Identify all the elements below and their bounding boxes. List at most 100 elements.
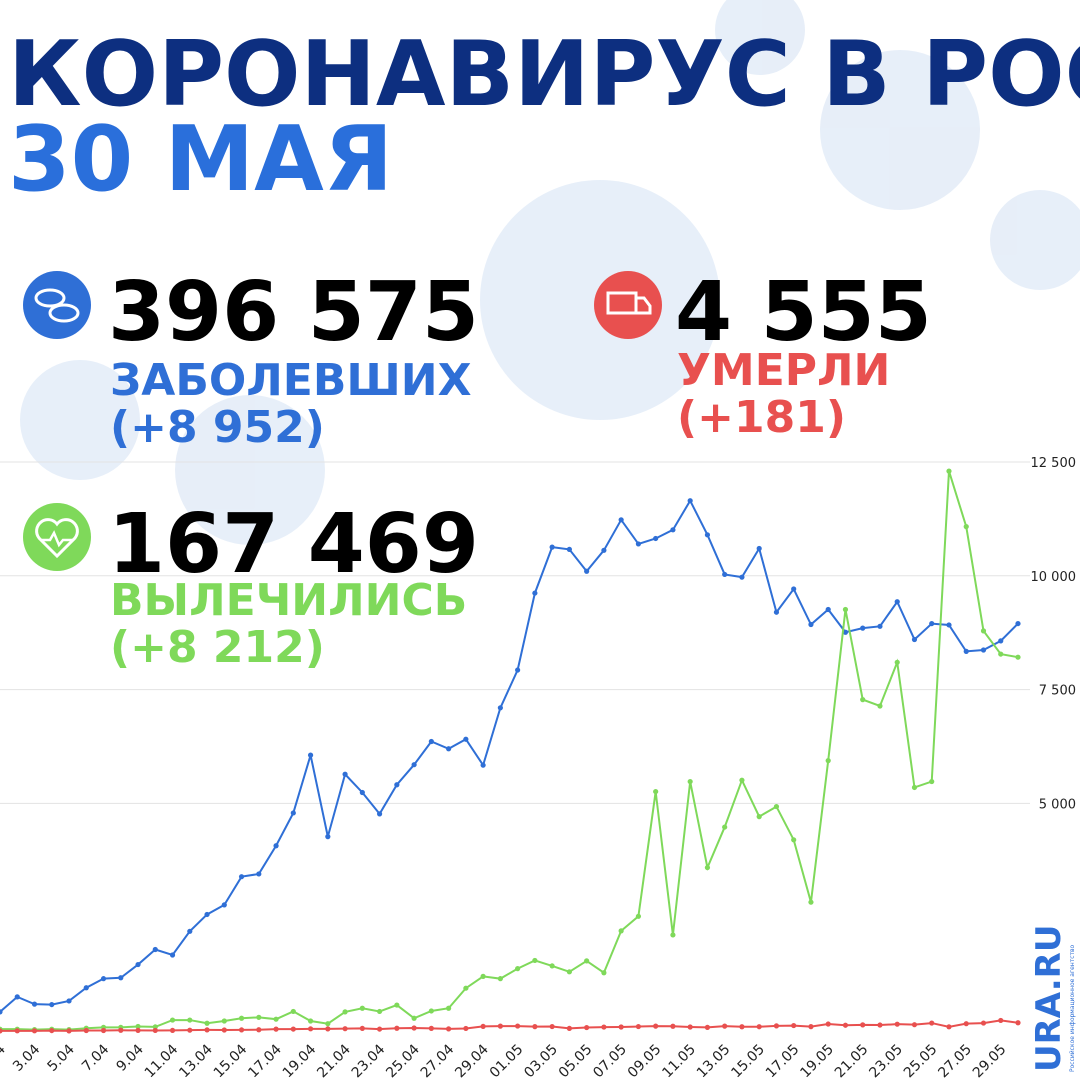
data-point [49, 1001, 55, 1008]
data-point [877, 703, 883, 709]
data-point [549, 1023, 555, 1030]
data-point [929, 1020, 935, 1026]
x-tick-label: 01.05 [487, 1042, 527, 1080]
data-point [359, 1025, 365, 1032]
x-tick-label: 1.04 [0, 1041, 9, 1074]
x-tick-label: 29.05 [970, 1042, 1010, 1080]
data-point [894, 1021, 900, 1027]
y-tick-label: 10 000 [1031, 570, 1077, 585]
x-tick-label: 11.04 [142, 1041, 182, 1080]
data-point [256, 1027, 262, 1033]
series-line [0, 470, 1019, 1031]
cases-delta: (+8 952) [110, 402, 325, 453]
logo: URA.RU [1029, 925, 1069, 1072]
data-point [722, 824, 728, 830]
data-point [532, 957, 538, 964]
recovered-delta: (+8 212) [110, 622, 325, 673]
data-point [894, 659, 900, 665]
data-point [566, 969, 572, 975]
data-point [325, 1021, 331, 1027]
data-point [773, 803, 780, 810]
data-point [14, 994, 20, 1000]
x-tick-label: 25.05 [901, 1042, 941, 1080]
data-point [584, 568, 590, 574]
data-point [739, 574, 745, 580]
data-point [428, 1008, 434, 1014]
data-point [376, 1008, 383, 1015]
data-point [394, 1025, 400, 1031]
deaths-total: 4 555 [675, 265, 932, 360]
data-point [911, 784, 918, 791]
data-point [566, 1025, 572, 1031]
data-point [860, 697, 866, 703]
data-point [204, 1027, 210, 1033]
data-point [325, 834, 331, 840]
data-point [980, 1020, 987, 1026]
data-point [687, 498, 693, 504]
data-point [204, 911, 210, 918]
title-date: 30 МАЯ [8, 107, 393, 212]
data-point [911, 636, 918, 643]
data-point [31, 1028, 38, 1034]
data-point [342, 771, 348, 777]
data-point [653, 788, 659, 795]
x-tick-label: 19.05 [797, 1042, 837, 1080]
data-point [1015, 620, 1021, 627]
data-point [601, 547, 607, 553]
data-point [929, 620, 935, 627]
data-point [773, 1023, 780, 1029]
data-point [66, 1028, 72, 1034]
data-point [998, 638, 1004, 644]
deaths-label: УМЕРЛИ [677, 345, 890, 396]
x-tick-label: 15.05 [728, 1042, 768, 1080]
data-point [687, 778, 693, 785]
data-point [566, 546, 572, 552]
data-point [860, 625, 866, 631]
data-point [877, 1022, 883, 1028]
data-point [497, 1023, 503, 1029]
data-point [515, 1023, 521, 1029]
data-point [135, 961, 141, 968]
data-point [842, 606, 849, 613]
data-point [860, 1022, 866, 1028]
data-point [808, 621, 814, 628]
x-tick-label: 27.05 [935, 1042, 975, 1080]
data-point [911, 1022, 918, 1028]
recovered-label: ВЫЛЕЧИЛИСЬ [110, 575, 467, 626]
data-point [877, 623, 883, 629]
cases-label: ЗАБОЛЕВШИХ [110, 355, 472, 406]
y-tick-label: 5 000 [1039, 797, 1076, 812]
data-point [290, 1008, 296, 1015]
data-point [480, 1023, 486, 1030]
x-tick-label: 27.04 [418, 1041, 458, 1080]
data-point [169, 1027, 176, 1034]
data-point [411, 762, 417, 768]
y-tick-label: 12 500 [1031, 456, 1077, 471]
data-point [584, 958, 590, 964]
data-point [428, 1025, 434, 1031]
recovered-icon [23, 503, 91, 571]
data-point [653, 1023, 659, 1029]
data-point [83, 1027, 89, 1034]
data-point [635, 913, 642, 919]
data-point [791, 586, 797, 592]
data-point [307, 1026, 314, 1032]
data-point [480, 762, 486, 768]
data-point [342, 1009, 348, 1015]
x-tick-label: 23.04 [349, 1041, 389, 1080]
data-point [963, 1021, 969, 1027]
x-tick-label: 11.05 [659, 1042, 699, 1080]
data-point [152, 946, 158, 953]
x-tick-label: 17.04 [245, 1041, 285, 1080]
data-point [825, 758, 831, 764]
data-point [463, 736, 469, 742]
data-point [376, 811, 383, 817]
data-point [169, 952, 176, 958]
data-point [480, 973, 486, 979]
data-point [704, 532, 711, 538]
data-point [670, 527, 676, 533]
data-point [221, 902, 227, 908]
data-point [307, 752, 314, 758]
cases-total: 396 575 [108, 265, 479, 360]
